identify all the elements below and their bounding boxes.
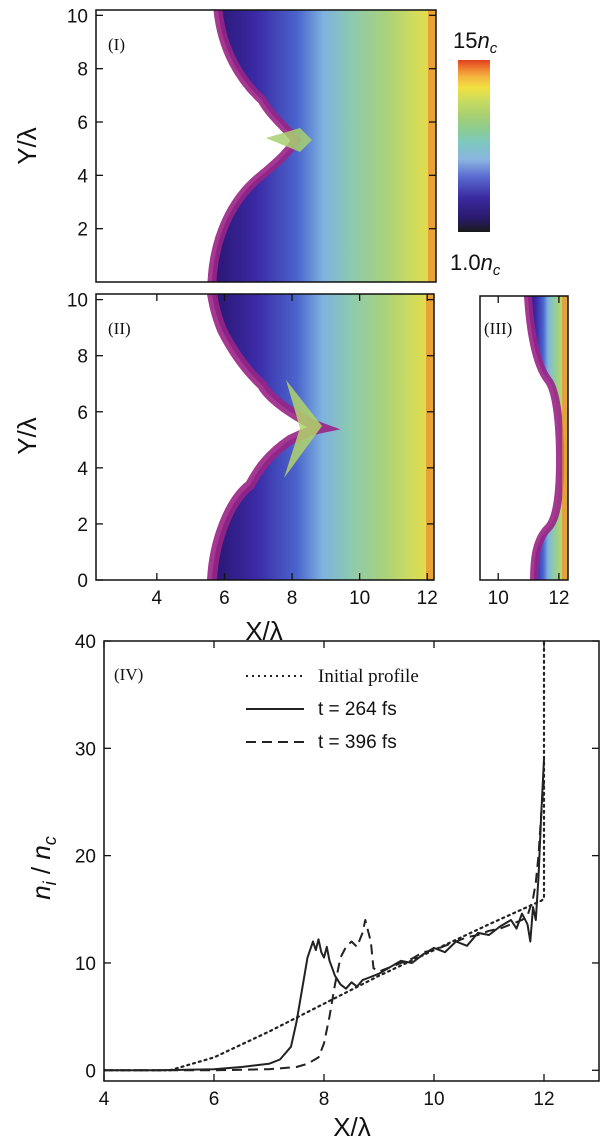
colorbar-min-sub: c — [493, 262, 501, 279]
panel-1-y-tick-label: 8 — [77, 60, 88, 81]
colorbar-max-sub: c — [490, 40, 498, 57]
panel-1-plasma-region — [212, 10, 436, 282]
colorbar-min-label: 1.0nc — [450, 250, 501, 279]
panel-2-y-tick-label: 8 — [77, 347, 88, 368]
panel-3-label: (III) — [484, 319, 512, 338]
panel-4: 0 10 20 30 40 4 6 8 10 12 (IV) Initial profile t … — [26, 632, 600, 1142]
y-axis-title-slash: / — [26, 860, 56, 882]
panel-3-plasma-edge — [524, 296, 565, 580]
panel-4-y-axis-title: ni / nc — [26, 836, 60, 900]
panel-3: (III) 10 12 — [479, 295, 569, 609]
panel-1-y-axis-title: Y/λ — [12, 127, 42, 165]
colorbar: 15nc 1.0nc — [450, 28, 501, 279]
panel-1-y-tick-label: 2 — [77, 220, 88, 241]
colorbar-bar — [458, 60, 490, 232]
y-axis-title-sub-c: c — [40, 836, 60, 845]
panel-4-y-tick-label: 30 — [75, 739, 96, 760]
panel-4-x-ticks: 4 6 8 10 12 — [99, 641, 555, 1110]
panel-4-legend: Initial profile t = 264 fs t = 396 fs — [246, 666, 419, 753]
panel-2-label: (II) — [108, 319, 131, 338]
panel-2-y-tick-label: 10 — [67, 291, 88, 312]
panel-3-x-tick-label: 10 — [488, 588, 509, 609]
series-line-solid — [104, 758, 545, 1072]
panel-4-x-tick-label: 6 — [209, 1089, 220, 1110]
panel-2-y-tick-label: 0 — [77, 571, 88, 592]
panel-1-frame — [95, 9, 437, 283]
panel-1-y-tick-label: 10 — [67, 6, 88, 27]
panel-2-y-axis-title: Y/λ — [12, 417, 42, 455]
panel-3-density-map — [524, 296, 568, 580]
y-axis-title-n-c: n — [26, 845, 56, 859]
panel-2-x-tick-label: 6 — [219, 588, 230, 609]
panel-2-plasma-region — [212, 294, 434, 580]
panel-1-y-ticks: 2 4 6 8 10 — [67, 6, 436, 241]
panel-1-hole-boring-jet — [266, 128, 312, 152]
series-line-dashed — [104, 780, 545, 1072]
panel-4-y-tick-label: 0 — [85, 1061, 96, 1082]
panel-3-x-ticks: 10 12 — [488, 296, 569, 609]
panel-4-x-tick-label: 10 — [423, 1089, 444, 1110]
panel-4-y-tick-label: 20 — [75, 847, 96, 868]
panel-4-x-axis-title: X/λ — [333, 1112, 371, 1142]
panel-2-x-tick-label: 10 — [349, 588, 370, 609]
panel-4-y-tick-label: 40 — [75, 632, 96, 653]
panel-2-y-tick-label: 4 — [77, 459, 88, 480]
panel-2-critical-edge — [426, 294, 434, 580]
colorbar-max-unit: n — [477, 28, 489, 53]
colorbar-max-label: 15nc — [453, 28, 498, 57]
panel-2-frame — [95, 293, 435, 581]
panel-4-x-tick-label: 12 — [533, 1089, 554, 1110]
y-axis-title-sub-i: i — [40, 880, 60, 885]
colorbar-min-unit: n — [481, 250, 493, 275]
y-axis-title-n-i: n — [26, 885, 56, 899]
legend-label: t = 264 fs — [318, 699, 397, 720]
panel-2-x-tick-label: 12 — [417, 588, 438, 609]
panel-2-x-ticks: 4 6 8 10 12 — [152, 294, 438, 609]
panel-1: (I) 2 4 6 8 10 Y/λ — [12, 6, 437, 283]
panel-1-y-tick-label: 6 — [77, 113, 88, 134]
panel-3-x-tick-label: 12 — [548, 588, 569, 609]
panel-4-series — [104, 641, 546, 1072]
panel-4-label: (IV) — [114, 665, 143, 684]
panel-2-y-tick-label: 6 — [77, 403, 88, 424]
panel-3-critical-edge — [562, 296, 568, 580]
panel-2-y-tick-label: 2 — [77, 515, 88, 536]
panel-2-x-tick-label: 8 — [287, 588, 298, 609]
panel-1-label: (I) — [108, 35, 125, 54]
panel-4-y-tick-label: 10 — [75, 954, 96, 975]
colorbar-max-value: 15 — [453, 28, 477, 53]
panel-1-density-map — [207, 10, 436, 282]
series-line-dotted — [104, 641, 546, 1072]
panel-3-frame — [479, 295, 569, 581]
panel-2-x-tick-label: 4 — [152, 588, 163, 609]
panel-2-plasma-edge — [207, 294, 341, 580]
panel-4-y-ticks: 0 10 20 30 40 — [75, 632, 599, 1082]
panel-4-x-tick-label: 8 — [319, 1089, 330, 1110]
panel-2-hole-boring-jet — [284, 380, 322, 478]
panel-1-y-tick-label: 4 — [77, 166, 88, 187]
panel-4-x-tick-label: 4 — [99, 1089, 110, 1110]
panel-2-y-ticks: 0 2 4 6 8 10 — [67, 291, 434, 592]
panel-1-critical-edge — [428, 10, 436, 282]
panel-2-density-map — [207, 294, 434, 580]
panel-4-frame — [103, 640, 600, 1082]
legend-label: t = 396 fs — [318, 732, 397, 753]
colorbar-min-value: 1.0 — [450, 250, 481, 275]
legend-label: Initial profile — [318, 666, 419, 687]
